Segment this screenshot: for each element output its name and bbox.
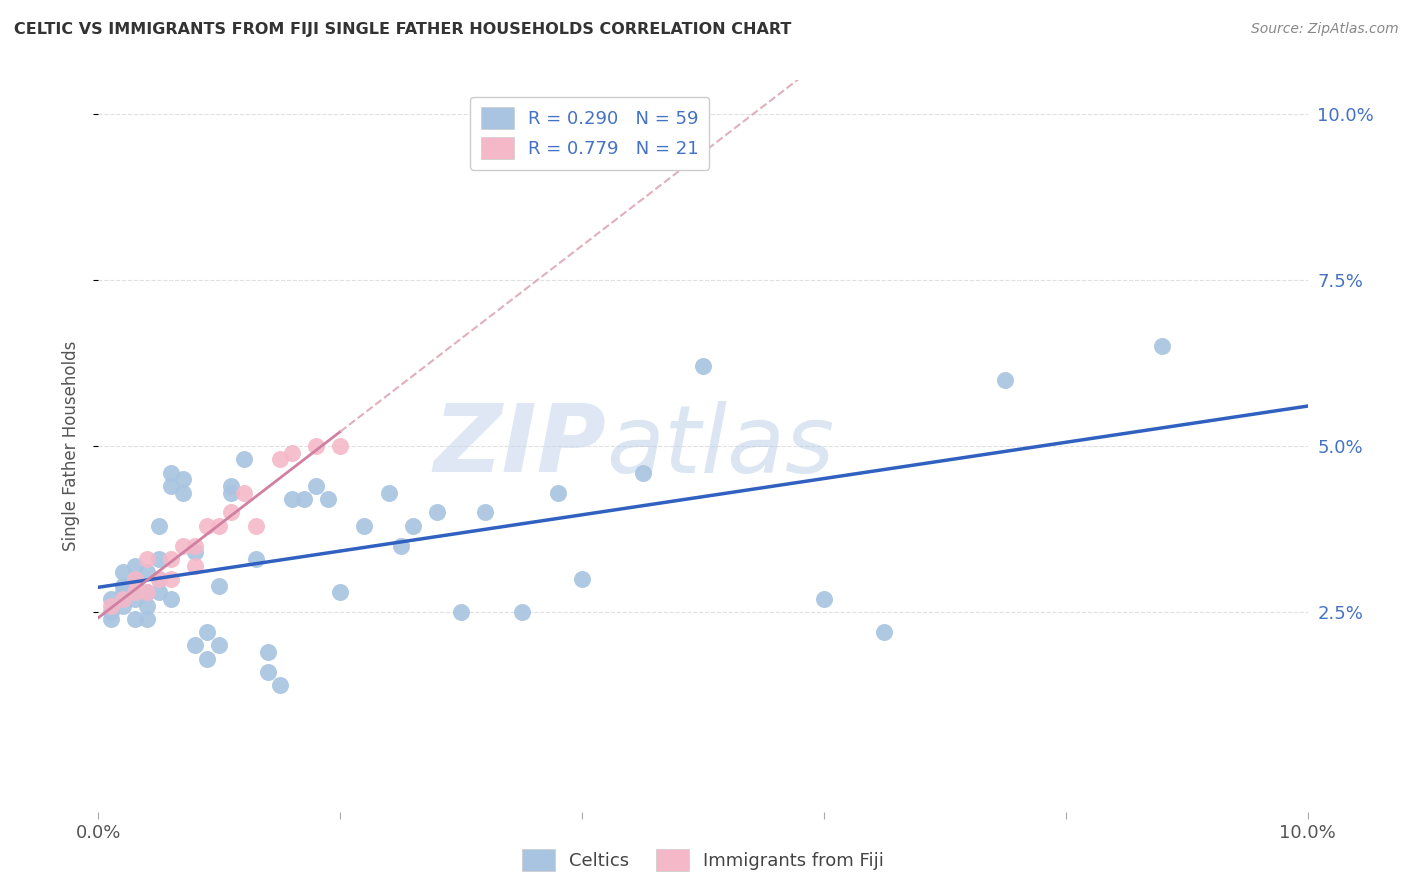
Point [135, 566, 157, 580]
Point [148, 518, 170, 533]
Point [148, 572, 170, 586]
Point [221, 479, 243, 493]
Point [148, 552, 170, 566]
Point [135, 612, 157, 626]
Point [135, 599, 157, 613]
Point [245, 552, 267, 566]
Point [148, 585, 170, 599]
Point [631, 466, 654, 480]
Point [124, 579, 146, 593]
Point [329, 439, 352, 453]
Point [111, 591, 134, 606]
Point [100, 599, 122, 613]
Point [160, 591, 183, 606]
Point [111, 566, 134, 580]
Point [111, 579, 134, 593]
Point [172, 472, 194, 486]
Point [316, 492, 339, 507]
Point [124, 558, 146, 573]
Point [135, 552, 157, 566]
Point [450, 605, 472, 619]
Point [208, 579, 231, 593]
Text: CELTIC VS IMMIGRANTS FROM FIJI SINGLE FATHER HOUSEHOLDS CORRELATION CHART: CELTIC VS IMMIGRANTS FROM FIJI SINGLE FA… [14, 22, 792, 37]
Text: atlas: atlas [606, 401, 835, 491]
Point [160, 479, 183, 493]
Legend: R = 0.290   N = 59, R = 0.779   N = 21: R = 0.290 N = 59, R = 0.779 N = 21 [470, 96, 710, 169]
Point [124, 572, 146, 586]
Point [281, 445, 304, 459]
Point [353, 518, 375, 533]
Point [195, 625, 218, 640]
Point [111, 585, 134, 599]
Point [124, 612, 146, 626]
Point [256, 645, 278, 659]
Point [389, 539, 412, 553]
Point [124, 591, 146, 606]
Text: ZIP: ZIP [433, 400, 606, 492]
Point [377, 485, 399, 500]
Point [172, 539, 194, 553]
Point [100, 612, 122, 626]
Point [426, 506, 449, 520]
Point [1152, 339, 1174, 353]
Point [873, 625, 896, 640]
Point [692, 359, 714, 374]
Point [474, 506, 496, 520]
Point [124, 585, 146, 599]
Point [305, 479, 328, 493]
Point [184, 639, 207, 653]
Point [269, 452, 291, 467]
Point [184, 558, 207, 573]
Point [208, 639, 231, 653]
Point [510, 605, 533, 619]
Point [994, 372, 1017, 386]
Point [172, 485, 194, 500]
Point [135, 585, 157, 599]
Point [160, 572, 183, 586]
Point [195, 652, 218, 666]
Legend: Celtics, Immigrants from Fiji: Celtics, Immigrants from Fiji [515, 842, 891, 879]
Point [269, 678, 291, 692]
Text: Source: ZipAtlas.com: Source: ZipAtlas.com [1251, 22, 1399, 37]
Point [245, 518, 267, 533]
Point [221, 506, 243, 520]
Point [148, 572, 170, 586]
Point [281, 492, 304, 507]
Point [305, 439, 328, 453]
Point [221, 485, 243, 500]
Y-axis label: Single Father Households: Single Father Households [62, 341, 80, 551]
Point [571, 572, 593, 586]
Point [292, 492, 315, 507]
Point [208, 518, 231, 533]
Point [195, 518, 218, 533]
Point [184, 539, 207, 553]
Point [111, 599, 134, 613]
Point [329, 585, 352, 599]
Point [232, 485, 254, 500]
Point [813, 591, 835, 606]
Point [124, 572, 146, 586]
Point [547, 485, 569, 500]
Point [160, 466, 183, 480]
Point [160, 552, 183, 566]
Point [135, 585, 157, 599]
Point [184, 545, 207, 559]
Point [100, 591, 122, 606]
Point [256, 665, 278, 679]
Point [232, 452, 254, 467]
Point [100, 605, 122, 619]
Point [402, 518, 425, 533]
